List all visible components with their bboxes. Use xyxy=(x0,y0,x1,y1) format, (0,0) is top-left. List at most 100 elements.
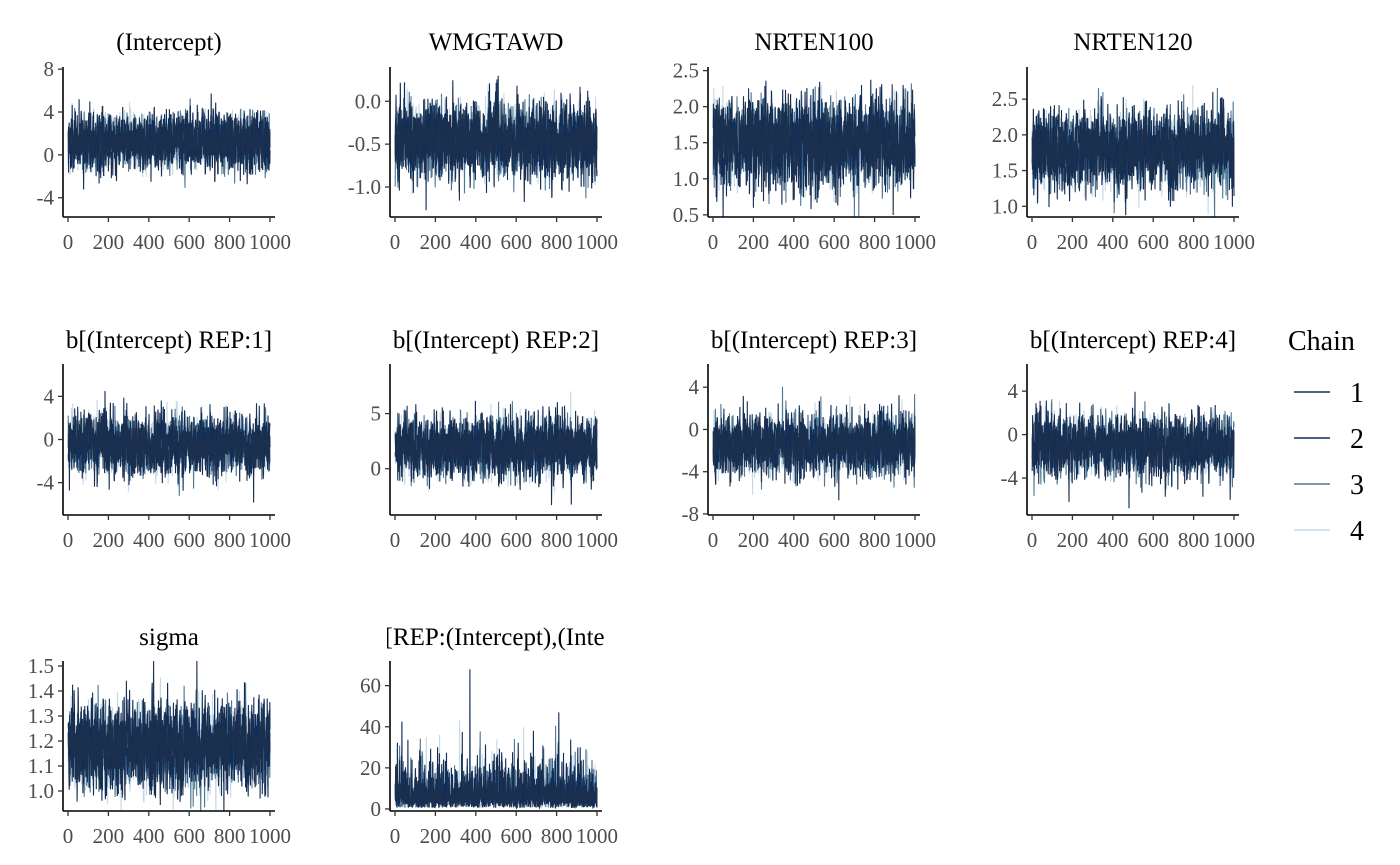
panel-title: b[(Intercept) REP:1] xyxy=(66,327,272,354)
y-tick-label: 20 xyxy=(360,756,381,780)
x-tick-label: 600 xyxy=(500,230,532,254)
x-tick-label: 1000 xyxy=(894,230,936,254)
panel-10: Sigma[REP:(Intercept),(Intercept)] 0 20 40 6… xyxy=(360,624,618,848)
panel-traces xyxy=(394,391,598,506)
y-tick-label: 0 xyxy=(44,428,55,452)
panel-traces xyxy=(67,390,271,503)
y-tick-label: 1.4 xyxy=(28,679,55,703)
x-tick-label: 400 xyxy=(133,824,165,848)
panel-title: b[(Intercept) REP:2] xyxy=(393,327,599,354)
y-tick-label: -0.5 xyxy=(348,132,381,156)
x-tick-label: 1000 xyxy=(1213,528,1255,552)
y-tick-label: 2.5 xyxy=(992,87,1018,111)
x-tick-label: 800 xyxy=(859,528,891,552)
x-tick-label: 800 xyxy=(214,230,246,254)
y-tick-label: 2.5 xyxy=(673,59,699,83)
trace-chain-1 xyxy=(1031,391,1235,503)
panel-title: (Intercept) xyxy=(116,29,221,56)
y-tick-label: 1.3 xyxy=(28,704,54,728)
y-tick-label: 60 xyxy=(360,674,381,698)
x-tick-label: 400 xyxy=(460,824,492,848)
x-tick-label: 600 xyxy=(173,528,205,552)
x-tick-label: 800 xyxy=(541,230,573,254)
trace-chain-1 xyxy=(712,84,916,216)
panel-title: WMGTAWD xyxy=(429,29,564,56)
x-tick-label: 400 xyxy=(133,230,165,254)
panel-traces xyxy=(394,75,598,211)
x-tick-label: 200 xyxy=(738,528,770,552)
x-tick-label: 400 xyxy=(460,230,492,254)
legend-label-chain-1: 1 xyxy=(1350,378,1364,409)
y-tick-label: 1.0 xyxy=(673,167,699,191)
y-tick-label: 0 xyxy=(371,797,382,821)
x-tick-label: 0 xyxy=(63,528,74,552)
y-tick-label: -4 xyxy=(1001,466,1019,490)
y-tick-label: -4 xyxy=(37,471,55,495)
trace-chain-1 xyxy=(394,731,598,810)
y-tick-label: 0 xyxy=(689,417,700,441)
x-tick-label: 800 xyxy=(541,824,573,848)
trace-chain-1 xyxy=(67,660,271,806)
x-tick-label: 400 xyxy=(460,528,492,552)
panel-title: NRTEN120 xyxy=(1073,29,1192,56)
y-tick-label: 2.0 xyxy=(992,123,1018,147)
x-tick-label: 200 xyxy=(420,824,452,848)
legend: Chain 1 2 3 4 xyxy=(1288,326,1364,547)
x-tick-label: 1000 xyxy=(249,528,291,552)
panel-traces xyxy=(712,386,916,501)
y-tick-label: -4 xyxy=(37,186,55,210)
y-tick-label: 0 xyxy=(44,143,55,167)
panel-9: sigma 1.01.11.21.31.41.5 0 200 400 600 800 1000 xyxy=(28,624,291,848)
x-tick-label: 0 xyxy=(390,230,401,254)
x-tick-label: 1000 xyxy=(576,230,618,254)
panel-1: (Intercept) -4 0 4 8 0 200 400 600 800 1000 xyxy=(37,29,292,254)
x-tick-label: 600 xyxy=(1137,230,1169,254)
x-tick-label: 1000 xyxy=(576,528,618,552)
x-tick-label: 200 xyxy=(420,528,452,552)
legend-label-chain-3: 3 xyxy=(1350,470,1364,501)
panel-traces xyxy=(394,669,598,810)
x-tick-label: 1000 xyxy=(576,824,618,848)
x-tick-label: 400 xyxy=(1097,230,1129,254)
panel-4: NRTEN120 1.0 1.5 2.0 2.5 0 200 400 600 800 1000 xyxy=(992,29,1255,254)
trace-chain-1 xyxy=(394,404,598,506)
x-tick-label: 1000 xyxy=(894,528,936,552)
x-tick-label: 0 xyxy=(708,528,719,552)
legend-title: Chain xyxy=(1288,326,1355,357)
x-tick-label: 200 xyxy=(93,824,125,848)
x-tick-label: 600 xyxy=(173,230,205,254)
x-tick-label: 400 xyxy=(778,230,810,254)
y-tick-label: 0.0 xyxy=(355,89,381,113)
panel-6: b[(Intercept) REP:2] 0 5 0 200 400 600 800 1000 xyxy=(371,327,619,552)
trace-chain-1 xyxy=(1031,96,1235,216)
legend-label-chain-4: 4 xyxy=(1350,516,1364,547)
x-tick-label: 800 xyxy=(214,528,246,552)
x-tick-label: 200 xyxy=(93,528,125,552)
x-tick-label: 0 xyxy=(390,528,401,552)
x-tick-label: 600 xyxy=(818,230,850,254)
y-tick-label: 1.1 xyxy=(28,754,54,778)
y-tick-label: 1.0 xyxy=(992,194,1018,218)
x-tick-label: 400 xyxy=(133,528,165,552)
x-tick-label: 1000 xyxy=(1213,230,1255,254)
y-tick-label: 5 xyxy=(371,402,382,426)
y-tick-label: 8 xyxy=(44,57,55,81)
x-tick-label: 400 xyxy=(778,528,810,552)
x-tick-label: 600 xyxy=(500,528,532,552)
x-tick-label: 1000 xyxy=(249,230,291,254)
x-tick-label: 0 xyxy=(708,230,719,254)
x-tick-label: 200 xyxy=(1057,528,1089,552)
trace-chain-1 xyxy=(712,401,916,501)
x-tick-label: 0 xyxy=(390,824,401,848)
x-tick-label: 0 xyxy=(1027,230,1038,254)
panel-2: WMGTAWD -1.0 -0.5 0.0 0 200 400 600 800 1000 xyxy=(348,29,618,254)
y-tick-label: 2.0 xyxy=(673,95,699,119)
panel-5: b[(Intercept) REP:1] -4 0 4 0 200 400 600 800 100… xyxy=(37,327,292,552)
x-tick-label: 200 xyxy=(738,230,770,254)
trace-chain-1 xyxy=(67,93,271,185)
y-tick-label: 40 xyxy=(360,715,381,739)
x-tick-label: 800 xyxy=(859,230,891,254)
x-tick-label: 200 xyxy=(420,230,452,254)
trace-chain-1 xyxy=(394,79,598,203)
